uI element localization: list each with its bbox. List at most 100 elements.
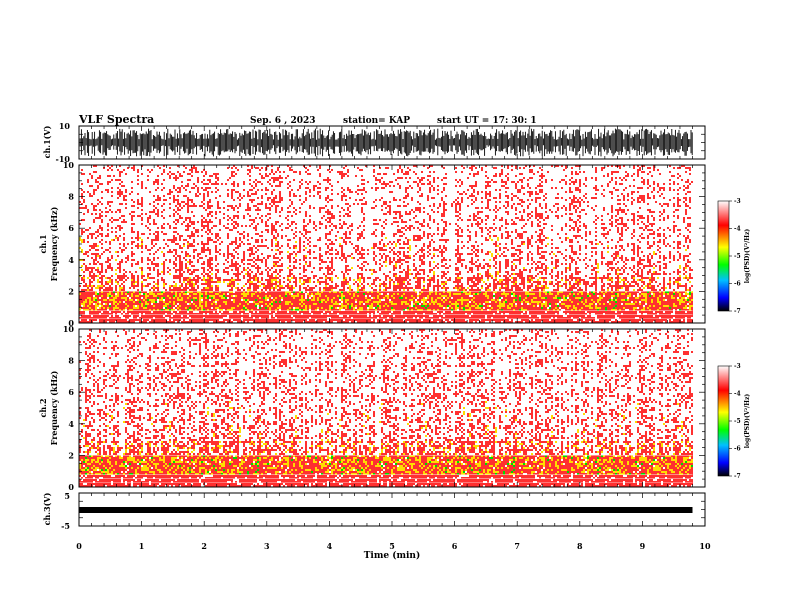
spectrogram-cell [287,215,289,217]
spectrogram-cell [317,305,319,307]
spectrogram-cell [243,289,245,291]
spectrogram-cell [353,319,355,321]
spectrogram-cell [185,189,187,191]
spectrogram-cell [271,233,273,235]
spectrogram-cell [317,321,319,323]
spectrogram-cell [353,297,355,299]
spectrogram-cell [133,307,135,309]
spectrogram-cell [121,203,123,205]
spectrogram-cell [345,261,347,263]
spectrogram-cell [305,303,307,305]
spectrogram-cell [189,303,191,305]
spectrogram-cell [241,315,243,317]
spectrogram-cell [253,289,255,291]
spectrogram-cell [309,251,311,253]
spectrogram-cell [151,307,153,309]
spectrogram-cell [301,319,303,321]
spectrogram-cell [361,235,363,237]
spectrogram-cell [79,285,81,287]
spectrogram-cell [343,255,345,257]
spectrogram-cell [101,197,103,199]
spectrogram-cell [337,303,339,305]
spectrogram-cell [255,305,257,307]
spectrogram-cell [289,211,291,213]
spectrogram-cell [187,243,189,245]
spectrogram-cell [123,219,125,221]
spectrogram-cell [281,237,283,239]
spectrogram-cell [227,237,229,239]
spectrogram-cell [343,233,345,235]
spectrogram-cell [233,215,235,217]
spectrogram-cell [371,293,373,295]
spectrogram-cell [347,255,349,257]
spectrogram-cell [171,285,173,287]
spectrogram-cell [141,305,143,307]
spectrogram-cell [177,307,179,309]
spectrogram-cell [95,315,97,317]
spectrogram-cell [321,259,323,261]
spectrogram-cell [257,181,259,183]
spectrogram-cell [187,185,189,187]
spectrogram-cell [219,243,221,245]
spectrogram-cell [287,287,289,289]
spectrogram-cell [253,309,255,311]
spectrogram-cell [185,321,187,323]
spectrogram-cell [271,199,273,201]
spectrogram-cell [265,173,267,175]
spectrogram-cell [275,315,277,317]
spectrogram-cell [283,319,285,321]
spectrogram-cell [253,265,255,267]
spectrogram-cell [359,309,361,311]
spectrogram-cell [215,307,217,309]
spectrogram-cell [193,299,195,301]
spectrogram-cell [123,293,125,295]
spectrogram-cell [189,199,191,201]
spectrogram-cell [187,313,189,315]
spectrogram-cell [325,237,327,239]
spectrogram-cell [265,269,267,271]
spectrogram-cell [243,311,245,313]
spectrogram-cell [301,203,303,205]
spectrogram-cell [303,309,305,311]
spectrogram-cell [255,285,257,287]
spectrogram-cell [227,321,229,323]
spectrogram-cell [161,183,163,185]
spectrogram-cell [105,261,107,263]
spectrogram-cell [87,297,89,299]
spectrogram-cell [229,229,231,231]
spectrogram-cell [85,289,87,291]
spectrogram-cell [277,235,279,237]
spectrogram-cell [159,197,161,199]
spectrogram-cell [319,207,321,209]
spectrogram-cell [107,259,109,261]
spectrogram-cell [141,283,143,285]
spectrogram-cell [227,257,229,259]
spectrogram-cell [217,319,219,321]
spectrogram-cell [357,239,359,241]
spectrogram-cell [101,221,103,223]
spectrogram-cell [243,275,245,277]
spectrogram-cell [169,313,171,315]
spectrogram-cell [147,295,149,297]
spectrogram-cell [133,253,135,255]
spectrogram-cell [169,311,171,313]
spectrogram-cell [201,293,203,295]
spectrogram-cell [105,301,107,303]
spectrogram-cell [353,247,355,249]
spectrogram-cell [355,199,357,201]
spectrogram-cell [177,269,179,271]
spectrogram-cell [271,287,273,289]
spectrogram-cell [237,263,239,265]
spectrogram-cell [229,297,231,299]
spectrogram-cell [317,311,319,313]
spectrogram-cell [195,303,197,305]
spectrogram-cell [99,295,101,297]
spectrogram-cell [123,299,125,301]
spectrogram-cell [291,203,293,205]
spectrogram-cell [187,291,189,293]
spectrogram-cell [343,301,345,303]
spectrogram-cell [93,221,95,223]
spectrogram-cell [251,193,253,195]
spectrogram-cell [355,299,357,301]
spectrogram-cell [111,269,113,271]
